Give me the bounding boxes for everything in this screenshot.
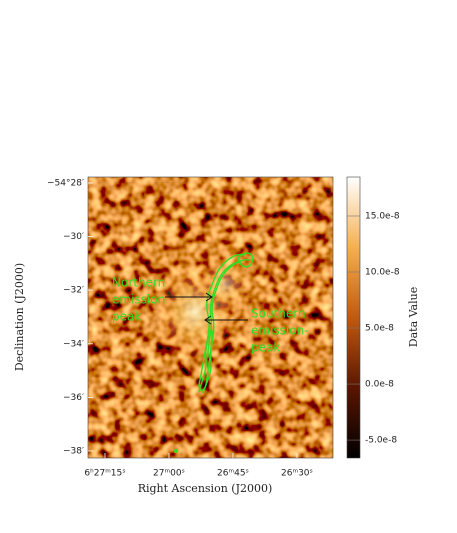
x-tick-label: 27ᵐ00ˢ <box>153 469 185 479</box>
y-tick-label: −34′ <box>63 339 84 349</box>
colorbar <box>346 176 361 459</box>
y-tick-label: −36′ <box>63 393 84 403</box>
y-tick-label: −32′ <box>63 286 84 296</box>
marker <box>174 449 178 453</box>
colorbar-tick-label: 10.0e-8 <box>365 268 400 278</box>
colorbar-tick-label: 0.0e-8 <box>365 380 394 390</box>
arrows <box>165 292 248 325</box>
colorbar-tick-label: -5.0e-8 <box>365 436 397 446</box>
annotation: emission <box>112 293 165 307</box>
x-tick-label: 26ᵐ45ˢ <box>217 469 249 479</box>
y-tick-label: −54°28′ <box>47 178 84 188</box>
annotation: peak <box>112 310 141 324</box>
x-tick-label: 26ᵐ30ˢ <box>281 469 313 479</box>
annotation: emission- <box>251 324 309 338</box>
colorbar-tick-label: 15.0e-8 <box>365 211 400 221</box>
contours <box>198 252 254 394</box>
annotation: Northern <box>112 276 165 290</box>
y-tick-label: −30′ <box>63 232 84 242</box>
colorbar-label: Data Value <box>407 287 420 347</box>
x-tick-label: 6ʰ27ᵐ15ˢ <box>84 469 125 479</box>
image-frame <box>87 176 334 459</box>
sky-image <box>88 177 333 458</box>
x-axis-label: Right Ascension (J2000) <box>138 482 273 495</box>
y-axis-label: Declination (J2000) <box>13 263 26 371</box>
colorbar-tick-label: 5.0e-8 <box>365 324 394 334</box>
annotation: Southern <box>251 307 306 321</box>
y-tick-label: −38′ <box>63 446 84 456</box>
annotation: peak <box>251 341 280 355</box>
